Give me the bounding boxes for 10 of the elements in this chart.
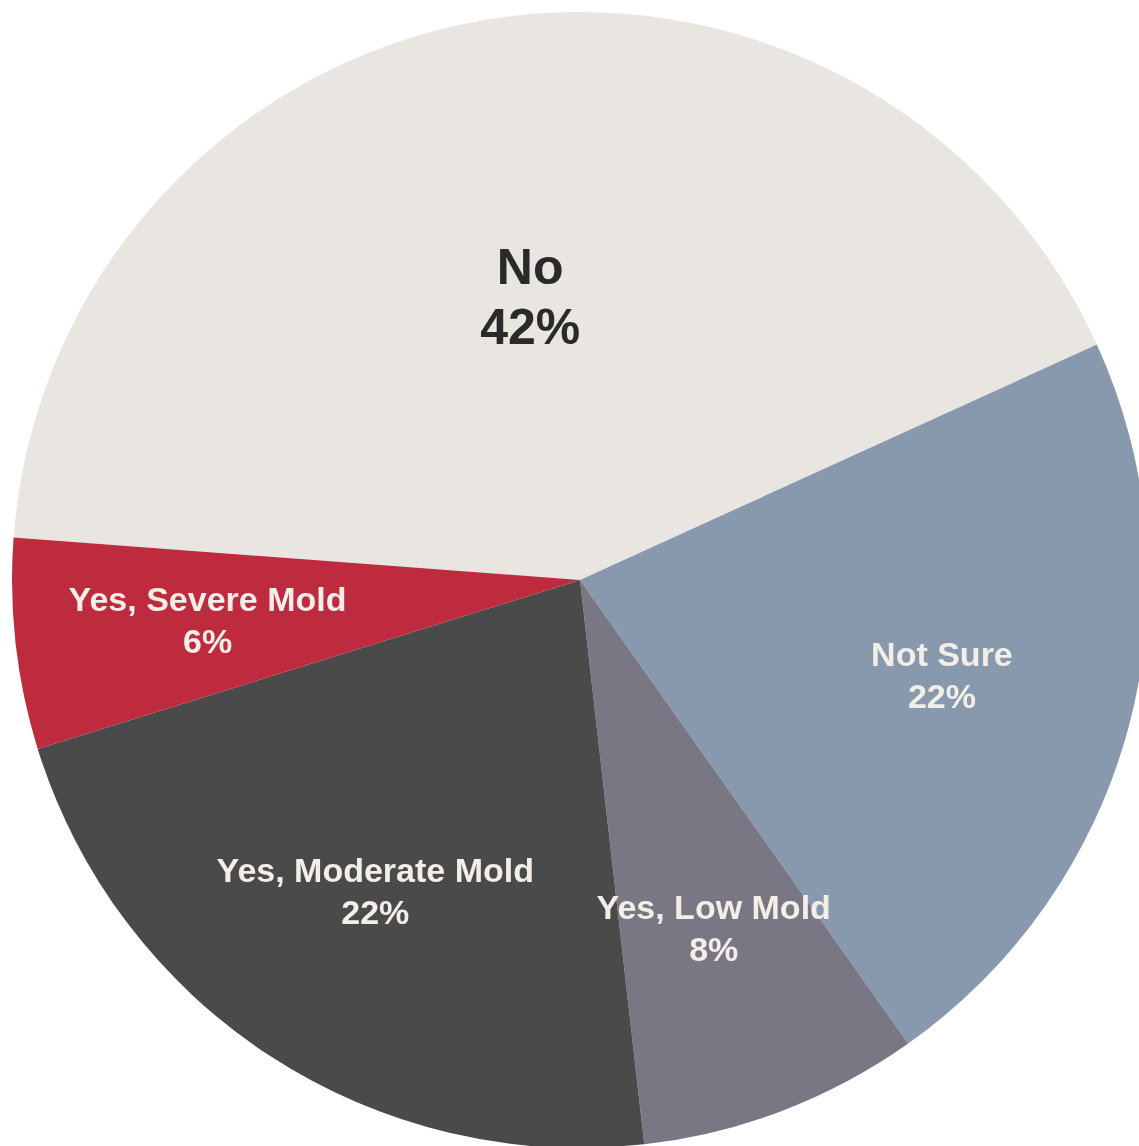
data-label: 6% <box>182 621 233 660</box>
slice-label: Yes, Moderate Mold <box>216 851 534 890</box>
slice-label: Yes, Severe Mold <box>68 579 347 618</box>
data-label: 8% <box>689 929 739 968</box>
slice-label: No <box>496 239 564 296</box>
slice-label: Not Sure <box>871 635 1013 674</box>
data-label: 22% <box>341 893 410 932</box>
data-label: 22% <box>907 677 976 716</box>
slice-label: Yes, Low Mold <box>596 887 831 926</box>
data-label: 42% <box>480 299 581 356</box>
